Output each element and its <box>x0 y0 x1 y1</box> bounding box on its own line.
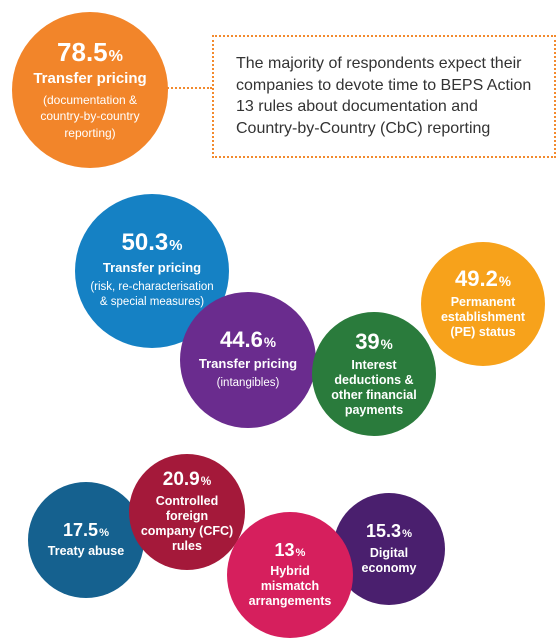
value-number: 44.6 <box>220 326 263 352</box>
value-number: 49.2 <box>455 266 498 291</box>
value-unit: % <box>200 475 212 488</box>
bubble-label: Transfer pricing <box>198 355 298 371</box>
bubble-label: Treaty abuse <box>47 544 125 559</box>
value-number: 39 <box>355 328 380 354</box>
bubble-label: Transfer pricing <box>33 70 147 88</box>
note-connector-line <box>164 87 212 89</box>
bubble-value: 13% <box>275 541 306 559</box>
callout-note-text: The majority of respondents expect their… <box>236 55 532 137</box>
value-number: 50.3 <box>121 229 169 257</box>
bubble-label: Hybrid mismatch arrangements <box>248 564 332 609</box>
value-number: 15.3 <box>366 521 402 542</box>
value-number: 17.5 <box>63 519 99 540</box>
bubble-tp-doc: 78.5% Transfer pricing (documentation & co… <box>12 12 168 168</box>
value-unit: % <box>99 526 109 539</box>
bubble-label: Interest deductions & other financial pa… <box>331 357 417 417</box>
bubble-treaty: 17.5% Treaty abuse <box>28 482 144 598</box>
bubble-digital: 15.3% Digital economy <box>333 493 445 605</box>
value-number: 78.5 <box>57 37 108 68</box>
callout-note: The majority of respondents expect their… <box>212 35 556 158</box>
bubble-value: 20.9% <box>163 470 211 489</box>
bubble-label: Controlled foreign company (CFC) rules <box>140 494 234 553</box>
bubble-label: Digital economy <box>361 545 417 575</box>
value-unit: % <box>169 238 183 255</box>
bubble-label: Permanent establishment (PE) status <box>440 295 526 339</box>
bubble-value: 17.5% <box>63 521 109 539</box>
bubble-value: 15.3% <box>366 522 412 540</box>
value-unit: % <box>380 336 393 352</box>
bubble-value: 49.2% <box>455 268 511 290</box>
bubble-value: 39% <box>355 328 393 354</box>
value-number: 20.9 <box>162 469 200 490</box>
bubble-tp-intang: 44.6% Transfer pricing (intangibles) <box>180 292 316 428</box>
value-unit: % <box>108 47 123 66</box>
value-unit: % <box>295 546 306 559</box>
bubble-cfc: 20.9% Controlled foreign company (CFC) ru… <box>129 454 245 570</box>
bubble-value: 50.3% <box>122 231 183 255</box>
bubble-label: Transfer pricing <box>102 260 202 276</box>
value-unit: % <box>402 528 412 541</box>
bubble-tp-risk: 50.3% Transfer pricing (risk, re-character… <box>75 194 229 348</box>
bubble-value: 44.6% <box>220 326 276 352</box>
bubble-hybrid: 13% Hybrid mismatch arrangements <box>227 512 353 638</box>
value-unit: % <box>263 334 276 350</box>
bubble-value: 78.5% <box>57 39 123 65</box>
bubble-pe: 49.2% Permanent establishment (PE) status <box>421 242 545 366</box>
value-unit: % <box>498 274 511 289</box>
bubble-sublabel: (risk, re-characterisation & special mea… <box>90 280 214 309</box>
bubble-interest: 39% Interest deductions & other financial… <box>312 312 436 436</box>
bubble-sublabel: (intangibles) <box>216 376 280 389</box>
value-number: 13 <box>274 539 295 560</box>
bubble-sublabel: (documentation & country-by-country repo… <box>40 93 140 140</box>
